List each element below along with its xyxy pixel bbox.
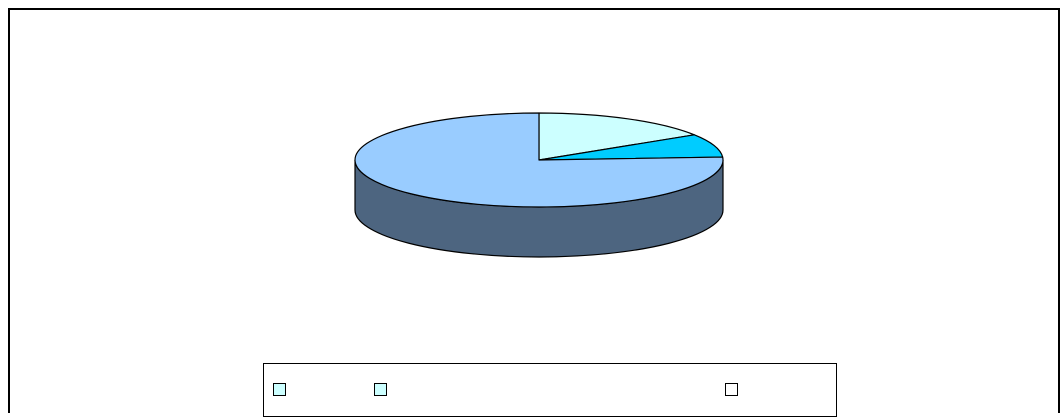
pie-slice-3	[354, 112, 724, 208]
chart-area	[8, 8, 1060, 417]
legend-swatch-1	[273, 383, 286, 396]
legend-item-1	[273, 383, 292, 396]
legend-item-2	[374, 383, 393, 396]
pie-slice-1	[538, 112, 695, 161]
legend	[263, 363, 837, 417]
legend-swatch-3	[725, 383, 738, 396]
pie-chart	[354, 112, 724, 258]
legend-swatch-2	[374, 383, 387, 396]
legend-item-3	[725, 383, 744, 396]
